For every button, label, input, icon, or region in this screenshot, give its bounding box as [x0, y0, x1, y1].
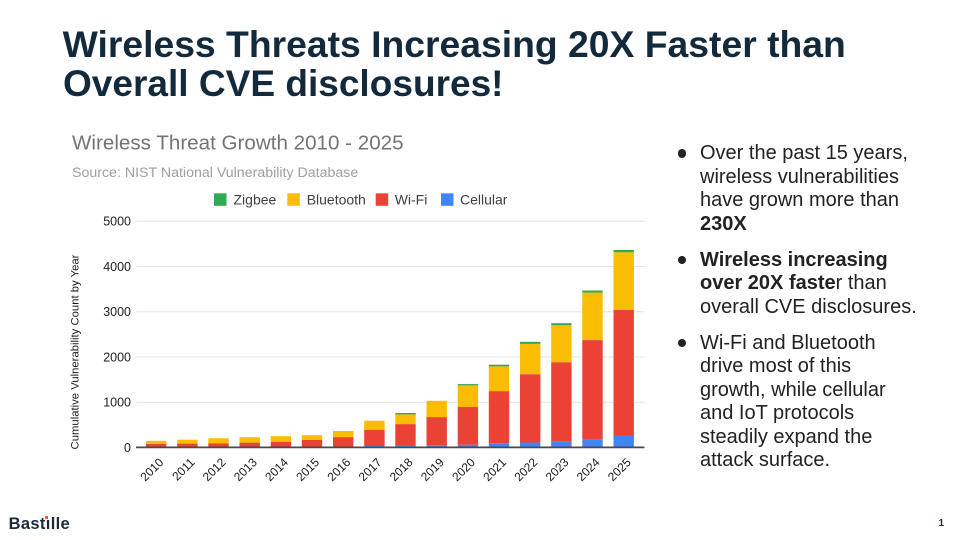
svg-text:2022: 2022: [512, 455, 541, 484]
svg-text:2015: 2015: [293, 455, 322, 484]
svg-text:2012: 2012: [200, 455, 229, 484]
svg-text:2021: 2021: [480, 455, 509, 484]
svg-text:Bluetooth: Bluetooth: [307, 192, 366, 208]
svg-text:2000: 2000: [103, 351, 131, 365]
svg-text:4000: 4000: [103, 260, 131, 274]
svg-text:Cellular: Cellular: [460, 192, 508, 208]
svg-text:2013: 2013: [231, 455, 260, 484]
svg-text:2014: 2014: [262, 455, 291, 484]
svg-text:2011: 2011: [169, 455, 197, 483]
svg-text:2024: 2024: [574, 455, 603, 484]
svg-text:Wireless Threat Growth 2010 -: Wireless Threat Growth 2010 - 2025: [72, 132, 404, 155]
svg-text:3000: 3000: [103, 305, 131, 319]
svg-text:Wi-Fi: Wi-Fi: [395, 192, 428, 208]
svg-text:2025: 2025: [605, 455, 634, 484]
svg-text:2018: 2018: [387, 455, 416, 484]
svg-text:2023: 2023: [543, 455, 572, 484]
svg-text:0: 0: [124, 441, 131, 455]
svg-text:2017: 2017: [356, 455, 385, 484]
svg-text:2019: 2019: [418, 455, 447, 484]
svg-text:Cumulative Vulnerability Count: Cumulative Vulnerability Count by Year: [70, 254, 82, 449]
svg-text:2016: 2016: [325, 455, 354, 484]
svg-text:2020: 2020: [449, 455, 478, 484]
svg-text:2010: 2010: [138, 455, 167, 484]
svg-text:5000: 5000: [103, 215, 131, 229]
svg-text:1000: 1000: [103, 396, 131, 410]
svg-text:Source: NIST National Vulnerab: Source: NIST National Vulnerability Data…: [72, 165, 358, 181]
svg-text:Zigbee: Zigbee: [234, 192, 277, 208]
